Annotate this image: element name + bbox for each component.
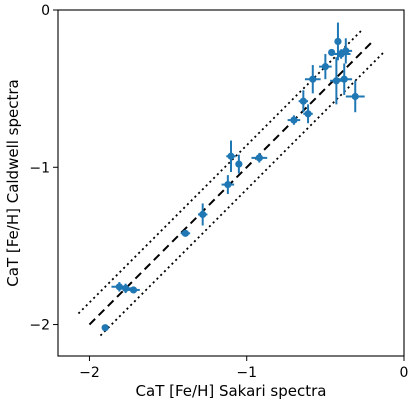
data-point	[199, 210, 207, 219]
offset-dotted-line	[99, 51, 385, 337]
data-point	[227, 152, 235, 160]
y-tick-label: −2	[29, 318, 50, 334]
data-point	[334, 37, 342, 46]
data-point	[115, 283, 123, 291]
data-point	[101, 324, 109, 332]
data-point	[255, 154, 263, 162]
y-tick-label: 0	[41, 3, 50, 19]
y-tick-label: −1	[29, 160, 50, 176]
x-tick-label: 0	[400, 365, 409, 381]
x-tick-label: −1	[236, 365, 257, 381]
data-point	[304, 110, 312, 118]
data-point	[328, 48, 336, 57]
data-point	[181, 229, 189, 237]
data-point	[290, 116, 298, 124]
data-point	[299, 97, 307, 105]
data-point	[332, 77, 340, 85]
data-points	[101, 37, 359, 332]
x-tick-label: −2	[79, 365, 100, 381]
data-point	[351, 92, 359, 101]
data-point	[122, 284, 130, 292]
data-point	[340, 75, 348, 83]
data-point	[342, 47, 350, 55]
error-bars	[111, 22, 365, 294]
x-axis-label: CaT [Fe/H] Sakari spectra	[136, 382, 327, 400]
y-axis-label: CaT [Fe/H] Caldwell spectra	[4, 79, 22, 286]
data-point	[321, 63, 329, 71]
plot-frame	[57, 9, 405, 357]
y-axis-ticks: −2 −1 0	[29, 3, 58, 334]
data-point	[224, 180, 232, 189]
offset-dotted-line	[77, 29, 363, 315]
x-axis-ticks: −2 −1 0	[79, 356, 408, 381]
data-point	[309, 75, 317, 83]
data-point	[129, 286, 138, 294]
data-point	[235, 160, 243, 168]
